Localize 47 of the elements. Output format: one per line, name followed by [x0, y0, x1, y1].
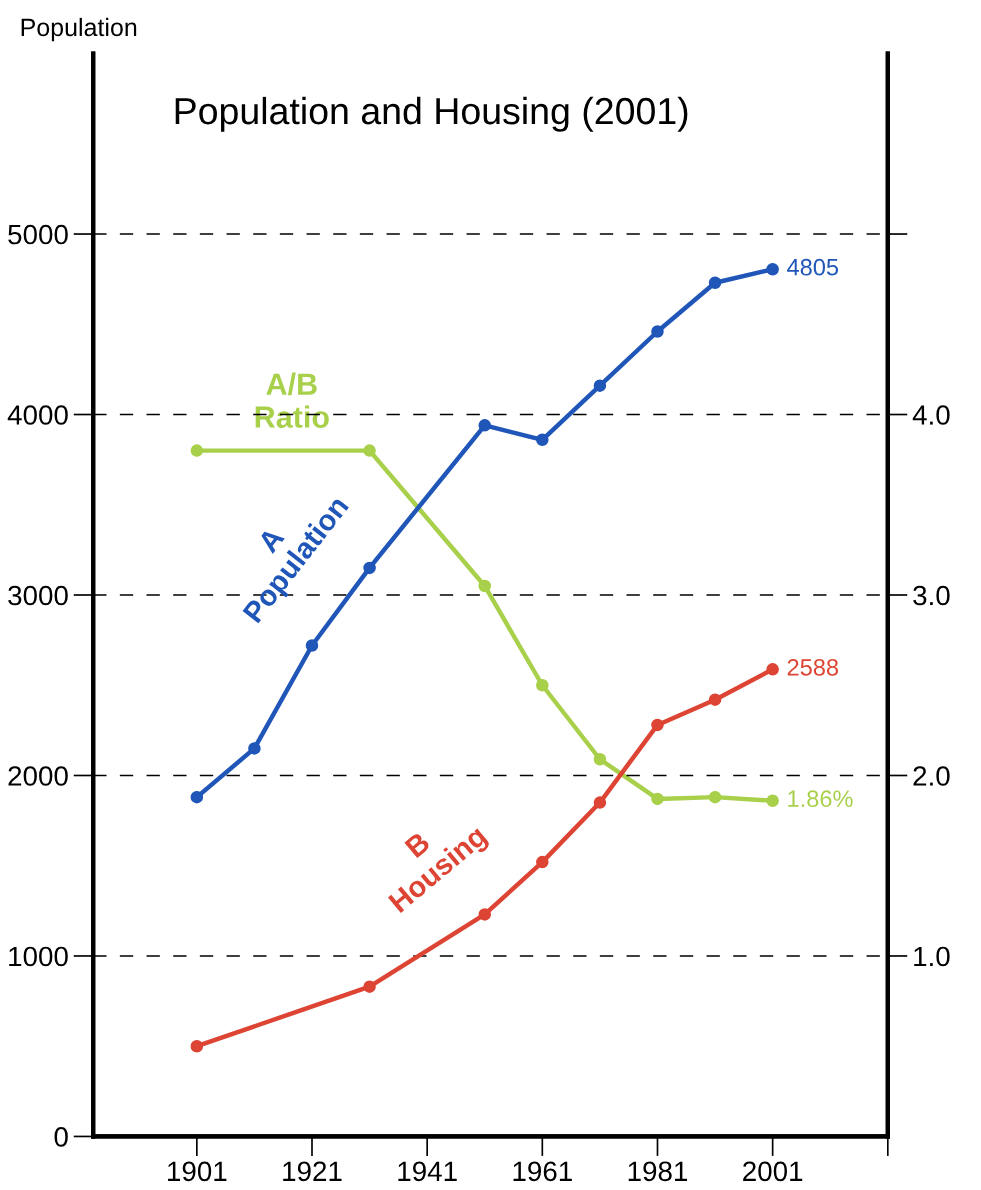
text: Population and Housing (2001)	[175, 96, 688, 132]
x-tick-label: 1961	[513, 1161, 572, 1182]
point	[363, 444, 376, 457]
y-tick-label: 4000	[7, 405, 68, 425]
point	[708, 276, 722, 290]
point	[766, 262, 779, 276]
x-tick-label: 1921	[283, 1161, 342, 1182]
point	[536, 678, 549, 692]
x-tick-label: 1901	[168, 1161, 227, 1182]
point	[708, 693, 722, 706]
point	[248, 742, 261, 755]
point	[766, 663, 779, 676]
point	[363, 561, 376, 575]
y-tick-label: 3000	[8, 585, 68, 606]
y2-tick-label: 1.0	[914, 946, 950, 967]
x-tick-label: 1941	[398, 1161, 457, 1182]
point	[651, 718, 664, 732]
y-tick-label: 0	[54, 1127, 68, 1147]
point	[478, 419, 491, 432]
point	[536, 855, 549, 869]
point	[593, 796, 607, 809]
series-label: A/B Ratio	[255, 372, 329, 428]
point	[766, 794, 779, 808]
point	[363, 980, 376, 993]
data-label: 1.86%	[788, 790, 853, 808]
y-tick-label: 2000	[8, 766, 68, 786]
point	[305, 639, 319, 652]
point	[708, 790, 722, 804]
x-tick-label: 2001	[743, 1161, 803, 1182]
point	[593, 379, 607, 392]
y2-tick-label: 2.0	[913, 766, 950, 786]
y-tick-label: 1000	[9, 946, 68, 967]
y-tick-label: 5000	[8, 224, 68, 245]
point	[190, 444, 204, 457]
point	[190, 1039, 204, 1053]
y2-tick-label: 3.0	[913, 585, 950, 606]
point	[190, 790, 204, 804]
point	[651, 792, 664, 806]
point	[478, 579, 491, 593]
point	[593, 752, 607, 766]
point	[651, 325, 664, 338]
point	[536, 433, 549, 447]
data-label: 4805	[787, 258, 839, 276]
data-label: 2588	[787, 658, 839, 676]
x-tick-label: 1981	[628, 1161, 688, 1182]
y-axis-title: Population	[21, 17, 137, 42]
y2-tick-label: 4.0	[912, 405, 950, 425]
